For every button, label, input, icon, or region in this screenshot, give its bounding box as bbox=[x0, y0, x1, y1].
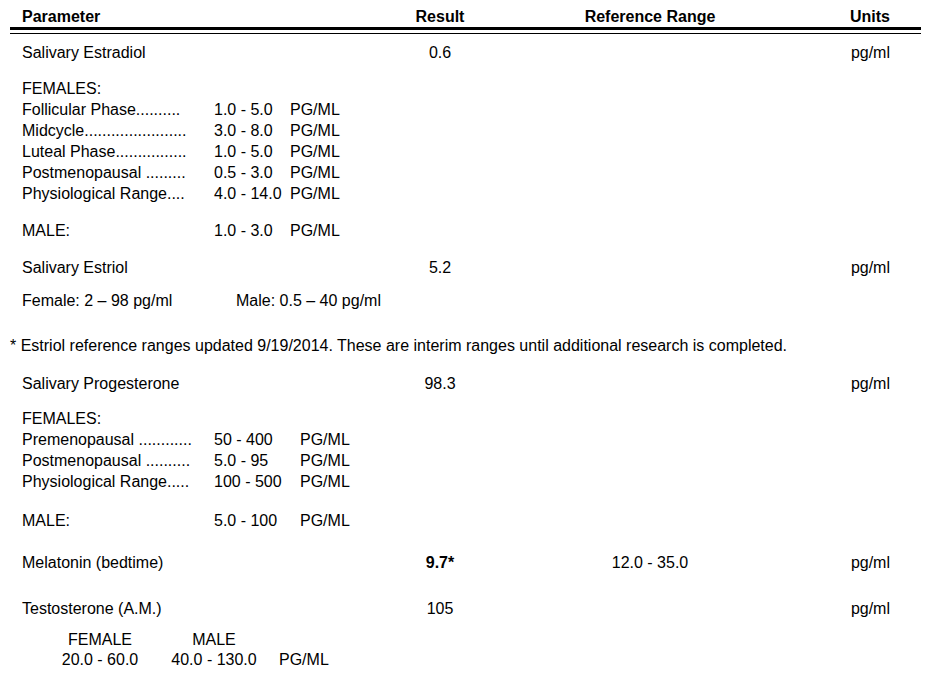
column-header-result: Result bbox=[330, 6, 550, 27]
table-row-salivary-estradiol: Salivary Estradiol 0.6 pg/ml bbox=[0, 42, 931, 63]
male-column-header: MALE bbox=[155, 630, 273, 650]
table-row-salivary-estriol: Salivary Estriol 5.2 pg/ml bbox=[0, 257, 931, 278]
female-range-value: 20.0 - 60.0 bbox=[45, 650, 155, 670]
result-value: 98.3 bbox=[330, 373, 550, 394]
estriol-female-range: Female: 2 – 98 pg/ml bbox=[22, 290, 236, 311]
units-value: pg/ml bbox=[750, 598, 931, 619]
table-row-testosterone-am: Testosterone (A.M.) 105 pg/ml bbox=[0, 598, 931, 619]
reference-line-follicular-phase: Follicular Phase.......... 1.0 - 5.0 PG/… bbox=[0, 99, 931, 120]
column-header-units: Units bbox=[750, 6, 931, 27]
reference-line-physiological-range: Physiological Range.... 4.0 - 14.0 PG/ML bbox=[0, 183, 931, 204]
result-value: 5.2 bbox=[330, 257, 550, 278]
result-value-flagged: 9.7* bbox=[330, 552, 550, 573]
table-header-row: Parameter Result Reference Range Units bbox=[0, 0, 931, 27]
reference-range-value: 12.0 - 35.0 bbox=[550, 552, 750, 573]
reference-line-physiological-range: Physiological Range..... 100 - 500 PG/ML bbox=[0, 471, 931, 492]
sub-table-values-row: 20.0 - 60.0 40.0 - 130.0 PG/ML bbox=[45, 650, 931, 670]
estriol-male-range: Male: 0.5 – 40 pg/ml bbox=[236, 290, 381, 311]
column-header-reference-range: Reference Range bbox=[550, 6, 750, 27]
estriol-reference-ranges: Female: 2 – 98 pg/ml Male: 0.5 – 40 pg/m… bbox=[0, 290, 931, 311]
units-value: pg/ml bbox=[750, 373, 931, 394]
reference-line-luteal-phase: Luteal Phase................ 1.0 - 5.0 P… bbox=[0, 141, 931, 162]
parameter-name: Salivary Estriol bbox=[0, 257, 330, 278]
units-value: pg/ml bbox=[750, 42, 931, 63]
estradiol-male-reference-range: MALE: 1.0 - 3.0 PG/ML bbox=[0, 220, 931, 241]
females-heading: FEMALES: bbox=[0, 78, 931, 99]
parameter-name: Melatonin (bedtime) bbox=[0, 552, 330, 573]
units-value: pg/ml bbox=[750, 552, 931, 573]
progesterone-male-reference-range: MALE: 5.0 - 100 PG/ML bbox=[0, 510, 931, 531]
result-value: 105 bbox=[330, 598, 550, 619]
females-heading: FEMALES: bbox=[0, 408, 931, 429]
reference-line-postmenopausal: Postmenopausal ......... 0.5 - 3.0 PG/ML bbox=[0, 162, 931, 183]
column-header-parameter: Parameter bbox=[0, 6, 330, 27]
table-row-melatonin-bedtime: Melatonin (bedtime) 9.7* 12.0 - 35.0 pg/… bbox=[0, 552, 931, 573]
units-value: pg/ml bbox=[750, 257, 931, 278]
progesterone-female-reference-ranges: FEMALES: Premenopausal ............ 50 -… bbox=[0, 408, 931, 492]
testosterone-reference-sub-table: FEMALE MALE 20.0 - 60.0 40.0 - 130.0 PG/… bbox=[0, 630, 931, 670]
male-range-value: 40.0 - 130.0 bbox=[155, 650, 273, 670]
female-column-header: FEMALE bbox=[45, 630, 155, 650]
estriol-footnote: * Estriol reference ranges updated 9/19/… bbox=[0, 335, 931, 356]
reference-line-postmenopausal: Postmenopausal .......... 5.0 - 95 PG/ML bbox=[0, 450, 931, 471]
estradiol-female-reference-ranges: FEMALES: Follicular Phase.......... 1.0 … bbox=[0, 78, 931, 204]
table-row-salivary-progesterone: Salivary Progesterone 98.3 pg/ml bbox=[0, 373, 931, 394]
header-divider-rule bbox=[10, 27, 921, 34]
result-value: 0.6 bbox=[330, 42, 550, 63]
parameter-name: Salivary Estradiol bbox=[0, 42, 330, 63]
reference-line-premenopausal: Premenopausal ............ 50 - 400 PG/M… bbox=[0, 429, 931, 450]
sub-table-header-row: FEMALE MALE bbox=[45, 630, 931, 650]
reference-line-midcycle: Midcycle....................... 3.0 - 8.… bbox=[0, 120, 931, 141]
sub-table-unit: PG/ML bbox=[273, 650, 329, 670]
parameter-name: Testosterone (A.M.) bbox=[0, 598, 330, 619]
parameter-name: Salivary Progesterone bbox=[0, 373, 330, 394]
lab-report-page: Parameter Result Reference Range Units S… bbox=[0, 0, 931, 682]
